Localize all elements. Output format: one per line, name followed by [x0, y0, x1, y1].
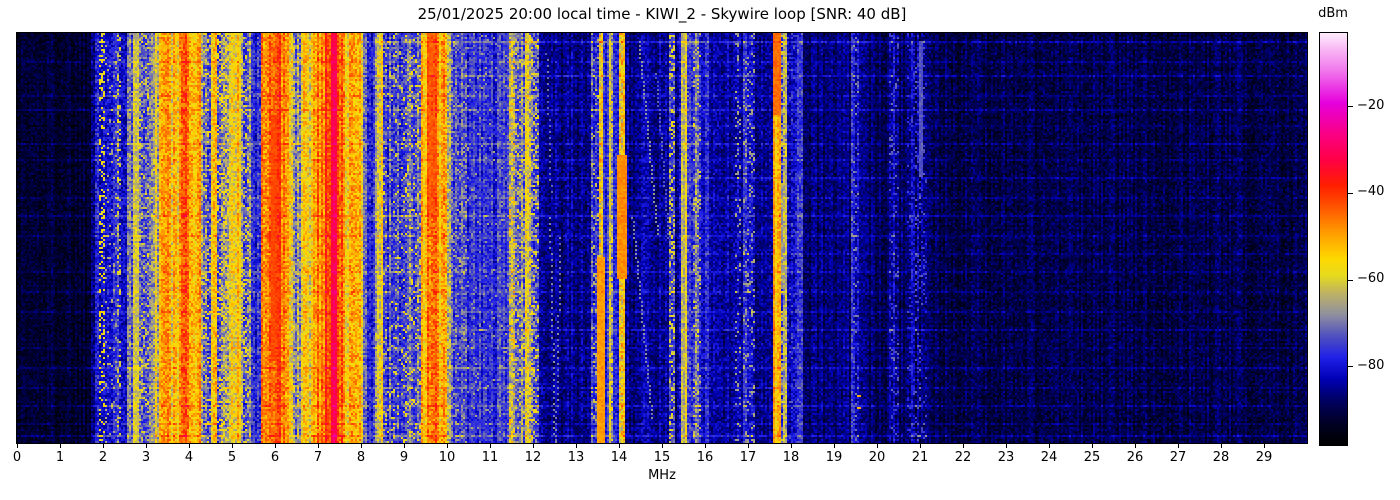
x-tick: [275, 444, 276, 448]
x-tick-label: 4: [184, 450, 194, 465]
x-tick-label: 2: [98, 450, 108, 465]
colorbar-tick: [1348, 106, 1353, 108]
x-tick: [705, 444, 706, 448]
x-tick: [318, 444, 319, 448]
x-tick: [1006, 444, 1007, 448]
x-tick-label: 14: [610, 450, 628, 465]
x-tick-label: 13: [567, 450, 585, 465]
x-tick-label: 20: [868, 450, 886, 465]
x-tick: [17, 444, 18, 448]
colorbar-tick-label: −40: [1357, 184, 1385, 200]
colorbar-tick: [1348, 279, 1353, 281]
colorbar-tick-label: −20: [1357, 97, 1385, 113]
x-tick: [146, 444, 147, 448]
x-tick: [103, 444, 104, 448]
x-axis-label: MHz: [648, 468, 676, 483]
x-tick-label: 12: [524, 450, 542, 465]
x-tick-label: 25: [1083, 450, 1101, 465]
x-tick-label: 7: [313, 450, 323, 465]
x-tick: [1264, 444, 1265, 448]
x-tick: [60, 444, 61, 448]
x-tick-label: 9: [399, 450, 409, 465]
waterfall-canvas: [16, 32, 1308, 444]
x-tick-label: 8: [356, 450, 366, 465]
x-tick-label: 27: [1169, 450, 1187, 465]
x-tick-label: 26: [1126, 450, 1144, 465]
x-tick: [361, 444, 362, 448]
colorbar-tick-label: −80: [1357, 357, 1385, 373]
x-tick: [232, 444, 233, 448]
x-tick-label: 0: [12, 450, 22, 465]
x-tick: [447, 444, 448, 448]
x-tick-label: 23: [997, 450, 1015, 465]
x-tick-label: 21: [911, 450, 929, 465]
x-tick: [533, 444, 534, 448]
x-tick-label: 3: [141, 450, 151, 465]
x-tick: [834, 444, 835, 448]
colorbar-tick-label: −60: [1357, 271, 1385, 287]
x-tick: [877, 444, 878, 448]
x-tick: [619, 444, 620, 448]
plot-title: 25/01/2025 20:00 local time - KIWI_2 - S…: [417, 5, 907, 23]
colorbar-tick: [1348, 192, 1353, 194]
x-tick-label: 22: [954, 450, 972, 465]
x-tick: [791, 444, 792, 448]
x-tick: [920, 444, 921, 448]
x-tick-label: 1: [55, 450, 65, 465]
x-tick-label: 18: [782, 450, 800, 465]
x-tick-label: 28: [1212, 450, 1230, 465]
x-tick: [1178, 444, 1179, 448]
x-tick: [1092, 444, 1093, 448]
x-tick: [1049, 444, 1050, 448]
x-tick: [963, 444, 964, 448]
x-tick: [1221, 444, 1222, 448]
x-tick-label: 24: [1040, 450, 1058, 465]
x-tick: [404, 444, 405, 448]
x-tick-label: 5: [227, 450, 237, 465]
x-tick-label: 29: [1255, 450, 1273, 465]
x-tick: [576, 444, 577, 448]
x-tick-label: 10: [438, 450, 456, 465]
x-tick-label: 19: [825, 450, 843, 465]
colorbar-gradient: [1319, 32, 1348, 446]
colorbar-tick: [1348, 366, 1353, 368]
colorbar-label: dBm: [1318, 6, 1348, 21]
x-tick: [1135, 444, 1136, 448]
x-tick-label: 15: [653, 450, 671, 465]
x-tick: [748, 444, 749, 448]
x-tick-label: 16: [696, 450, 714, 465]
x-tick-label: 6: [270, 450, 280, 465]
x-tick: [189, 444, 190, 448]
x-tick-label: 17: [739, 450, 757, 465]
x-tick: [490, 444, 491, 448]
x-tick-label: 11: [481, 450, 499, 465]
x-tick: [662, 444, 663, 448]
